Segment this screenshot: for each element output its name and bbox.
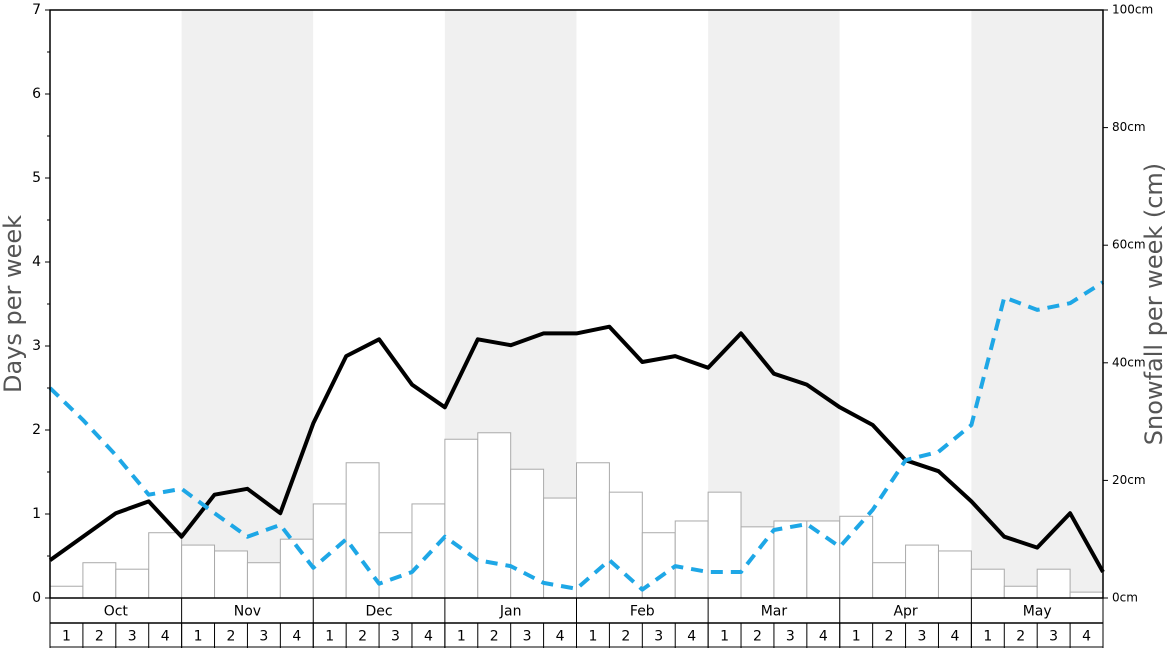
snowfall-bar <box>543 497 577 599</box>
week-label: 1 <box>983 629 992 645</box>
snowfall-bar <box>214 550 248 599</box>
snowfall-bar <box>49 585 84 599</box>
week-label: 4 <box>950 629 959 645</box>
month-band <box>50 10 182 598</box>
week-label: 1 <box>62 629 71 645</box>
snowfall-bar <box>345 462 380 599</box>
snowfall-bar <box>1003 585 1038 599</box>
month-band <box>181 10 314 598</box>
month-label: Jan <box>499 604 522 620</box>
snowfall-bar <box>707 491 742 599</box>
week-label: 3 <box>918 629 927 645</box>
week-label: 2 <box>358 629 367 645</box>
snowfall-bar <box>1069 591 1104 599</box>
series-line <box>48 280 1105 592</box>
snowfall-bar <box>312 503 347 599</box>
week-label: 3 <box>654 629 663 645</box>
y-axis-label: Days per week <box>0 215 27 393</box>
snowfall-bar <box>181 544 216 599</box>
y-tick-label: 5 <box>32 170 41 186</box>
y-tick-label: 1 <box>32 506 41 522</box>
week-label: 2 <box>1016 629 1025 645</box>
y-tick-label: 7 <box>32 2 41 18</box>
snowfall-bar <box>148 532 183 599</box>
week-label: 3 <box>128 629 137 645</box>
snowfall-bar <box>1036 568 1071 599</box>
week-label: 1 <box>457 629 466 645</box>
y2-tick-label: 40cm <box>1112 355 1146 369</box>
week-label: 3 <box>259 629 268 645</box>
week-label: 4 <box>687 629 696 645</box>
snowfall-bar <box>674 520 709 599</box>
snowfall-bar <box>115 568 150 599</box>
y-tick-label: 3 <box>32 338 41 354</box>
week-label: 1 <box>720 629 729 645</box>
snowfall-bar <box>872 562 907 599</box>
month-label: Nov <box>234 604 261 620</box>
week-label: 3 <box>391 629 400 645</box>
week-label: 4 <box>1082 629 1091 645</box>
y2-tick-label: 60cm <box>1112 238 1146 252</box>
week-label: 3 <box>523 629 532 645</box>
month-label: Mar <box>761 604 788 620</box>
month-band <box>839 10 972 598</box>
y-tick-label: 6 <box>32 86 41 102</box>
y-tick-label: 4 <box>32 254 41 270</box>
y-tick-label: 0 <box>32 590 41 606</box>
snowfall-bar <box>937 550 972 599</box>
week-label: 2 <box>621 629 630 645</box>
week-label: 4 <box>556 629 565 645</box>
snowfall-bar <box>806 520 841 599</box>
week-label: 1 <box>194 629 203 645</box>
week-label: 1 <box>588 629 597 645</box>
snowfall-bar <box>905 544 939 599</box>
y-tick-label: 2 <box>32 422 41 438</box>
y2-tick-label: 20cm <box>1112 473 1146 487</box>
week-label: 3 <box>786 629 795 645</box>
week-label: 4 <box>819 629 828 645</box>
week-label: 4 <box>292 629 301 645</box>
y2-axis-label: Snowfall per week (cm) <box>1140 163 1168 445</box>
snowfall-bar <box>477 432 512 599</box>
week-label: 1 <box>852 629 861 645</box>
snowfall-bar <box>444 438 479 599</box>
snowfall-bar <box>378 532 413 599</box>
week-label: 2 <box>885 629 894 645</box>
month-label: Dec <box>366 604 393 620</box>
month-label: May <box>1023 604 1052 620</box>
week-label: 1 <box>325 629 334 645</box>
y2-tick-label: 80cm <box>1112 120 1146 134</box>
month-label: Oct <box>104 604 129 620</box>
week-label: 2 <box>490 629 499 645</box>
snowfall-bar <box>970 568 1005 599</box>
snowfall-bar <box>576 462 610 599</box>
snowfall-bar <box>246 562 281 599</box>
snowfall-bar <box>773 520 808 599</box>
week-label: 2 <box>753 629 762 645</box>
month-label: Apr <box>893 604 917 620</box>
y2-tick-label: 100cm <box>1112 3 1153 17</box>
week-label: 4 <box>161 629 170 645</box>
series-line <box>48 324 1105 573</box>
snowfall-bar <box>608 491 643 599</box>
snowfall-bar <box>510 468 545 599</box>
week-label: 4 <box>424 629 433 645</box>
week-label: 3 <box>1049 629 1058 645</box>
week-label: 2 <box>95 629 104 645</box>
month-band <box>971 10 1103 598</box>
snowfall-bar <box>411 503 446 599</box>
month-label: Feb <box>630 604 655 620</box>
y2-tick-label: 0cm <box>1112 591 1138 605</box>
week-label: 2 <box>227 629 236 645</box>
snowfall-bar <box>82 562 117 599</box>
